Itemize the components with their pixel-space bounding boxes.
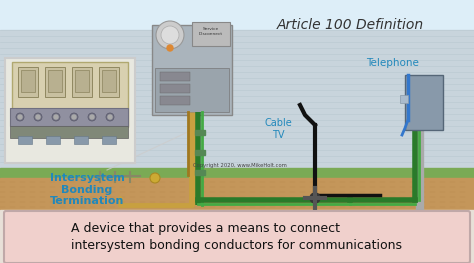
Text: Copyright 2020, www.MikeHolt.com: Copyright 2020, www.MikeHolt.com — [193, 163, 287, 168]
Bar — [152, 25, 232, 115]
Circle shape — [54, 115, 58, 119]
Bar — [102, 70, 116, 92]
Bar — [18, 136, 32, 144]
Bar — [0, 30, 474, 170]
Bar — [74, 136, 88, 144]
Circle shape — [150, 173, 160, 183]
Bar — [192, 22, 230, 46]
Text: Intersystem
Bonding
Termination: Intersystem Bonding Termination — [50, 173, 125, 206]
Circle shape — [161, 26, 179, 44]
Bar — [160, 72, 190, 81]
Circle shape — [16, 113, 24, 121]
Bar — [400, 95, 408, 103]
Bar — [21, 70, 35, 92]
Circle shape — [52, 113, 60, 121]
Bar — [12, 62, 128, 127]
Circle shape — [106, 113, 114, 121]
Bar — [195, 170, 205, 175]
Bar — [75, 70, 89, 92]
Circle shape — [34, 113, 42, 121]
Bar — [46, 136, 60, 144]
Bar — [10, 108, 128, 126]
Bar — [48, 70, 62, 92]
Bar — [102, 136, 116, 144]
Bar — [45, 67, 65, 97]
Bar — [405, 75, 443, 130]
Circle shape — [72, 115, 76, 119]
Bar — [72, 67, 92, 97]
Bar — [160, 96, 190, 105]
Circle shape — [88, 113, 96, 121]
Bar — [5, 58, 135, 163]
FancyBboxPatch shape — [4, 211, 470, 263]
Bar — [155, 68, 229, 112]
Text: Service
Disconnect: Service Disconnect — [199, 27, 223, 36]
Bar — [0, 178, 474, 228]
Bar — [195, 130, 205, 135]
Text: Telephone: Telephone — [366, 58, 419, 68]
Bar — [99, 67, 119, 97]
Circle shape — [156, 21, 184, 49]
Circle shape — [36, 115, 40, 119]
Bar — [18, 67, 38, 97]
Bar — [0, 210, 474, 263]
Circle shape — [90, 115, 94, 119]
Bar — [160, 84, 190, 93]
Text: Cable
TV: Cable TV — [264, 118, 292, 140]
Circle shape — [310, 193, 320, 203]
Text: Article 100 Definition: Article 100 Definition — [276, 18, 424, 32]
Circle shape — [167, 45, 173, 51]
Circle shape — [108, 115, 112, 119]
Circle shape — [70, 113, 78, 121]
Bar — [0, 0, 474, 30]
Bar — [0, 168, 474, 178]
Bar — [195, 150, 205, 155]
Text: A device that provides a means to connect
intersystem bonding conductors for com: A device that provides a means to connec… — [72, 222, 402, 252]
Circle shape — [18, 115, 22, 119]
Bar — [10, 126, 128, 138]
